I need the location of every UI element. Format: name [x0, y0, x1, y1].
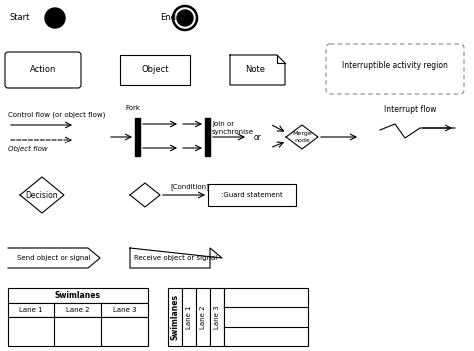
Polygon shape	[20, 177, 64, 213]
Text: Decision: Decision	[26, 191, 58, 199]
Circle shape	[45, 8, 65, 28]
Bar	[120, 55, 190, 85]
Text: Note: Note	[246, 66, 265, 74]
Text: Start: Start	[10, 13, 30, 22]
Text: :Guard statement: :Guard statement	[221, 192, 283, 198]
Text: or: or	[254, 132, 262, 141]
Bar	[205, 118, 210, 156]
Text: Lane 3: Lane 3	[113, 307, 137, 313]
Text: Interrupt flow: Interrupt flow	[384, 106, 436, 114]
Bar	[208, 184, 296, 206]
Text: Control flow (or object flow): Control flow (or object flow)	[8, 112, 105, 118]
Text: Interruptible activity region: Interruptible activity region	[342, 60, 448, 69]
Text: Lane 3: Lane 3	[214, 305, 220, 329]
Text: Lane 1: Lane 1	[19, 307, 43, 313]
Text: Lane 2: Lane 2	[200, 305, 206, 329]
Bar	[168, 288, 182, 346]
FancyBboxPatch shape	[5, 52, 81, 88]
FancyBboxPatch shape	[326, 44, 464, 94]
Polygon shape	[286, 125, 318, 149]
Text: Send object or signal: Send object or signal	[17, 255, 91, 261]
Text: Object flow: Object flow	[8, 146, 47, 152]
Text: [Condition]: [Condition]	[170, 183, 209, 190]
Polygon shape	[130, 248, 222, 268]
Text: node: node	[294, 139, 310, 144]
Bar	[8, 288, 148, 303]
Text: Receive object or signal: Receive object or signal	[134, 255, 218, 261]
Text: synchronise: synchronise	[212, 129, 254, 135]
Bar	[182, 288, 196, 346]
Polygon shape	[8, 248, 100, 268]
Bar	[224, 288, 308, 346]
Text: End: End	[160, 13, 176, 22]
Bar	[210, 288, 224, 346]
Text: Merge: Merge	[292, 131, 312, 135]
Text: Object: Object	[141, 66, 169, 74]
Text: Lane 1: Lane 1	[186, 305, 192, 329]
Circle shape	[177, 10, 193, 26]
Text: Lane 2: Lane 2	[66, 307, 89, 313]
Bar	[135, 118, 140, 156]
Bar	[196, 288, 210, 346]
Text: Join or: Join or	[212, 121, 234, 127]
Text: Swimlanes: Swimlanes	[55, 291, 101, 300]
Bar	[8, 303, 148, 317]
Polygon shape	[130, 183, 160, 207]
Bar	[8, 317, 148, 346]
Text: Fork: Fork	[126, 105, 140, 111]
Text: Swimlanes: Swimlanes	[171, 294, 180, 340]
Polygon shape	[230, 55, 285, 85]
Text: Action: Action	[30, 66, 56, 74]
